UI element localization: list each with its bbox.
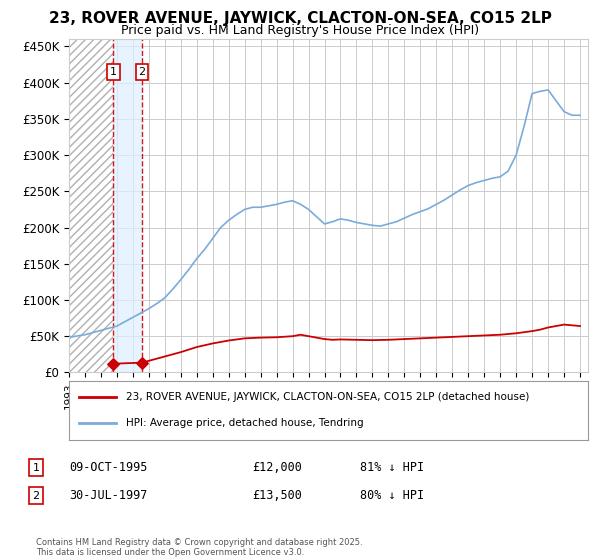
Text: 23, ROVER AVENUE, JAYWICK, CLACTON-ON-SEA, CO15 2LP: 23, ROVER AVENUE, JAYWICK, CLACTON-ON-SE… <box>49 11 551 26</box>
Text: Price paid vs. HM Land Registry's House Price Index (HPI): Price paid vs. HM Land Registry's House … <box>121 24 479 36</box>
Text: 2: 2 <box>139 67 146 77</box>
Text: £12,000: £12,000 <box>252 461 302 474</box>
Text: 1: 1 <box>110 67 117 77</box>
Text: 23, ROVER AVENUE, JAYWICK, CLACTON-ON-SEA, CO15 2LP (detached house): 23, ROVER AVENUE, JAYWICK, CLACTON-ON-SE… <box>126 392 529 402</box>
Text: Contains HM Land Registry data © Crown copyright and database right 2025.
This d: Contains HM Land Registry data © Crown c… <box>36 538 362 557</box>
Text: HPI: Average price, detached house, Tendring: HPI: Average price, detached house, Tend… <box>126 418 364 428</box>
Text: 09-OCT-1995: 09-OCT-1995 <box>69 461 148 474</box>
Text: 80% ↓ HPI: 80% ↓ HPI <box>360 489 424 502</box>
Point <box>137 358 147 367</box>
Point <box>109 359 118 368</box>
Bar <box>113 39 142 372</box>
Text: 1: 1 <box>32 463 40 473</box>
Text: 30-JUL-1997: 30-JUL-1997 <box>69 489 148 502</box>
Text: £13,500: £13,500 <box>252 489 302 502</box>
Text: 81% ↓ HPI: 81% ↓ HPI <box>360 461 424 474</box>
Text: 2: 2 <box>32 491 40 501</box>
Bar <box>69 39 113 372</box>
